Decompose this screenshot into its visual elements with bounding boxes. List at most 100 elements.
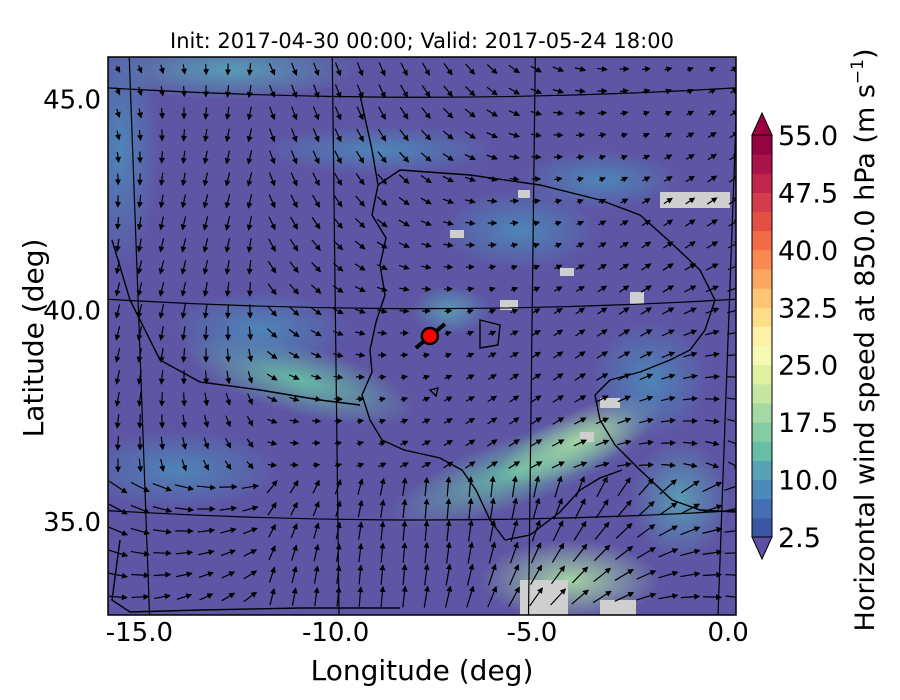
wind-arrow [598, 176, 606, 183]
wind-arrow [467, 519, 474, 542]
wind-arrow [221, 571, 236, 579]
wind-arrow [203, 370, 210, 385]
wind-arrow [203, 437, 210, 450]
wind-arrow [242, 527, 258, 535]
wind-arrow [246, 416, 254, 427]
wind-arrow [728, 197, 736, 205]
wind-arrow [705, 263, 719, 271]
wind-arrow [379, 564, 386, 585]
wind-arrow [181, 459, 188, 472]
wind-arrow [533, 475, 541, 498]
wind-arrow [595, 417, 610, 425]
wind-arrow [727, 285, 736, 292]
wind-arrow [552, 520, 564, 542]
wind-arrow [510, 308, 519, 315]
wind-arrow [530, 395, 542, 403]
wind-arrow [333, 373, 344, 380]
wind-arrow [158, 326, 165, 341]
wind-arrow [158, 194, 165, 209]
wind-arrow [312, 462, 321, 469]
wind-arrow [641, 219, 651, 227]
wind-arrow [576, 242, 585, 249]
wind-arrow [725, 573, 736, 576]
wind-arrow [727, 329, 736, 336]
wind-arrow [312, 128, 320, 143]
wind-arrow [661, 462, 676, 469]
wind-arrow [313, 565, 320, 584]
wind-arrow [176, 593, 193, 600]
wind-arrow [175, 549, 194, 556]
wind-arrow [202, 326, 209, 341]
wind-arrow [488, 242, 497, 249]
wind-arrow [400, 418, 409, 425]
wind-arrow [465, 374, 475, 381]
wind-arrow [614, 569, 634, 581]
wind-arrow [553, 497, 563, 520]
wind-arrow [268, 566, 276, 583]
wind-arrow [420, 197, 432, 205]
wind-arrow [400, 440, 409, 447]
wind-arrow [268, 63, 276, 76]
wind-arrow [530, 564, 542, 585]
wind-arrow [114, 108, 121, 118]
wind-arrow [224, 260, 231, 275]
wind-arrow [707, 153, 717, 161]
wind-arrow [620, 154, 628, 161]
wind-arrow [575, 307, 586, 315]
parallel-line [108, 298, 736, 310]
wind-arrow [727, 440, 736, 447]
wind-arrow [241, 483, 260, 490]
wind-arrow [312, 150, 320, 165]
wind-arrow [616, 499, 632, 518]
wind-arrow [422, 352, 431, 359]
wind-arrow [658, 525, 679, 537]
wind-arrow [202, 194, 209, 209]
wind-arrow [487, 417, 498, 425]
colorbar-segment [752, 479, 772, 500]
wind-arrow [640, 307, 653, 315]
wind-arrow [202, 260, 209, 275]
wind-arrow [356, 462, 365, 469]
wind-arrow [420, 175, 432, 184]
wind-arrow [661, 395, 676, 402]
wind-arrow [289, 396, 300, 402]
wind-arrow [466, 308, 474, 315]
wind-arrow [467, 497, 474, 520]
wind-arrow [638, 439, 654, 446]
wind-arrow [136, 414, 143, 429]
wind-arrow [137, 458, 144, 473]
wind-arrow [311, 217, 321, 230]
wind-arrow [136, 238, 143, 253]
wind-arrow [378, 106, 386, 120]
wind-arrow [291, 587, 298, 606]
wind-arrow [531, 308, 541, 314]
wind-arrow [664, 110, 672, 117]
wind-arrow [420, 242, 432, 248]
wind-arrow [551, 542, 565, 563]
wind-arrow [180, 129, 187, 142]
wind-arrow [312, 194, 320, 208]
wind-arrow [642, 88, 651, 95]
wind-arrow [686, 66, 694, 73]
wind-arrow [290, 523, 298, 539]
wind-arrow [399, 129, 409, 142]
wind-arrow [334, 478, 342, 495]
wind-arrow [638, 461, 654, 468]
wind-arrow [152, 483, 173, 492]
wind-arrow [289, 479, 299, 494]
wind-arrow [704, 373, 720, 380]
wind-arrow [158, 260, 165, 275]
colorbar-extend-max [751, 111, 773, 136]
wind-arrow [597, 66, 608, 72]
wind-arrow [220, 549, 236, 557]
colorbar-segment [752, 383, 772, 404]
wind-arrow [219, 483, 238, 490]
colorbar-tick-label: 55.0 [778, 121, 838, 152]
wind-arrow [531, 519, 541, 542]
parallel-line [108, 87, 736, 98]
wind-arrow [247, 348, 254, 363]
wind-arrow [355, 195, 365, 207]
wind-arrow [158, 304, 165, 319]
y-tick-label: 45.0 [43, 85, 101, 115]
wind-arrow [378, 84, 386, 99]
